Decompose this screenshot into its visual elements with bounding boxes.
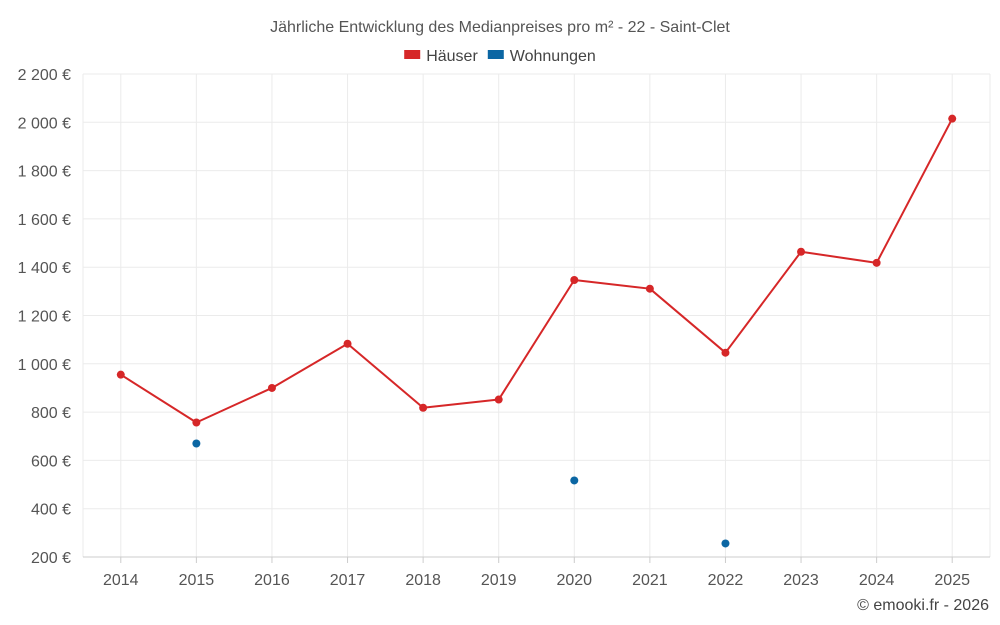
- x-tick-label: 2020: [556, 572, 592, 589]
- data-point[interactable]: [948, 114, 957, 123]
- legend-label: Häuser: [426, 48, 478, 65]
- series-layer: [116, 114, 957, 548]
- data-point[interactable]: [494, 395, 503, 404]
- data-point[interactable]: [192, 439, 201, 448]
- data-point[interactable]: [267, 383, 276, 392]
- chart-title: Jährliche Entwicklung des Medianpreises …: [270, 19, 730, 36]
- series-line: [120, 118, 954, 424]
- legend-item[interactable]: Häuser: [404, 48, 478, 65]
- data-point[interactable]: [721, 539, 730, 548]
- data-point[interactable]: [645, 284, 654, 293]
- legend-swatch: [487, 50, 504, 59]
- y-tick-label: 1 600 €: [18, 212, 71, 229]
- data-point[interactable]: [343, 339, 352, 348]
- legend-label: Wohnungen: [510, 48, 596, 65]
- y-tick-label: 600 €: [31, 453, 71, 470]
- x-tick-label: 2016: [254, 572, 290, 589]
- series-0: [116, 114, 957, 427]
- data-point[interactable]: [872, 258, 881, 267]
- y-tick-label: 2 000 €: [18, 115, 71, 132]
- x-tick-label: 2014: [103, 572, 139, 589]
- legend-swatch: [404, 50, 421, 59]
- data-point[interactable]: [797, 247, 806, 256]
- y-tick-label: 400 €: [31, 502, 71, 519]
- y-tick-label: 1 200 €: [18, 309, 71, 326]
- y-axis: 200 € 400 € 600 € 800 € 1 000 € 1 200 € 1 400 …: [18, 67, 71, 567]
- y-tick-label: 1 400 €: [18, 260, 71, 277]
- x-tick-label: 2018: [405, 572, 441, 589]
- y-tick-label: 1 800 €: [18, 164, 71, 181]
- x-tick-label: 2021: [632, 572, 668, 589]
- data-point[interactable]: [570, 476, 579, 485]
- x-tick-label: 2023: [783, 572, 819, 589]
- data-point[interactable]: [419, 403, 428, 412]
- x-tick-label: 2024: [859, 572, 895, 589]
- x-axis: 2014 2015 2016 2017 2018 2019 2020 2021 2022 2023…: [83, 556, 990, 589]
- x-tick-label: 2015: [179, 572, 215, 589]
- x-tick-label: 2022: [708, 572, 744, 589]
- y-tick-label: 2 200 €: [18, 67, 71, 84]
- x-tick-label: 2017: [330, 572, 366, 589]
- legend: Häuser Wohnungen: [404, 48, 596, 65]
- grid: [82, 73, 991, 558]
- series-1: [192, 439, 730, 548]
- y-tick-label: 800 €: [31, 405, 71, 422]
- data-point[interactable]: [721, 348, 730, 357]
- credit-text: © emooki.fr - 2026: [857, 597, 989, 614]
- x-tick-label: 2025: [934, 572, 970, 589]
- data-point[interactable]: [192, 418, 201, 427]
- x-tick-label: 2019: [481, 572, 517, 589]
- legend-item[interactable]: Wohnungen: [487, 48, 596, 65]
- y-tick-label: 200 €: [31, 550, 71, 567]
- y-tick-label: 1 000 €: [18, 357, 71, 374]
- data-point[interactable]: [570, 275, 579, 284]
- data-point[interactable]: [116, 370, 125, 379]
